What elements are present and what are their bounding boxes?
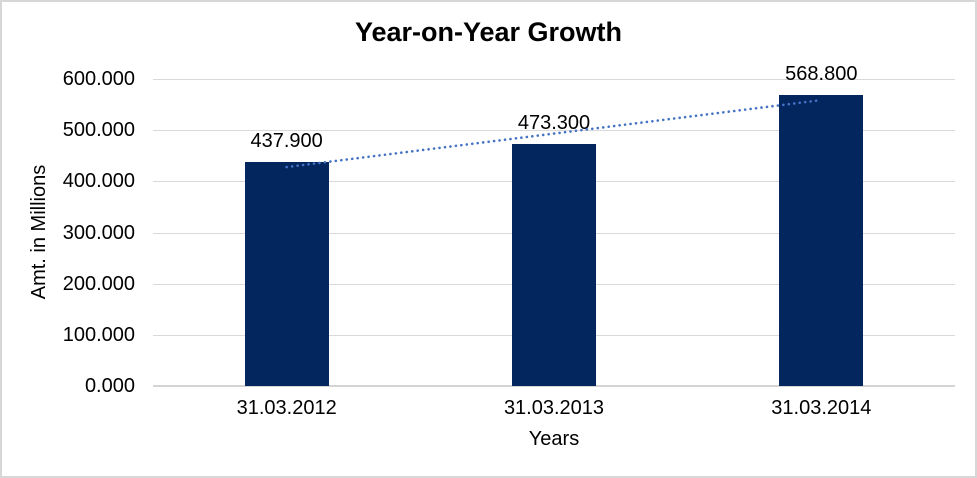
y-axis-tick-label: 600.000	[62, 68, 135, 90]
y-axis-tick-label: 300.000	[62, 221, 135, 244]
x-axis-category-label: 31.03.2012	[236, 397, 337, 419]
x-axis-title: Years	[528, 428, 580, 450]
chart-title: Year-on-Year Growth	[354, 17, 623, 47]
bar-31.03.2013	[512, 143, 596, 386]
bar-value-label: 437.900	[250, 129, 323, 152]
bar-31.03.2014	[779, 94, 864, 386]
x-axis-line	[153, 385, 955, 387]
y-axis-tick-label: 0.000	[84, 375, 135, 397]
x-axis-category-label: 31.03.2013	[503, 397, 605, 419]
y-axis-tick-label: 500.000	[62, 119, 135, 142]
trendline	[285, 98, 823, 169]
y-axis-tick-label: 200.000	[62, 272, 135, 295]
bar-value-label: 568.800	[785, 62, 858, 85]
bar-31.03.2012	[244, 161, 329, 386]
y-axis-tick-label: 400.000	[62, 170, 135, 193]
y-axis-tick-label: 100.000	[62, 323, 135, 346]
bar-value-label: 473.300	[517, 111, 591, 134]
plot-area: 437.900 473.300 568.800	[153, 63, 955, 387]
x-axis-category-label: 31.03.2014	[771, 397, 872, 419]
gridline	[153, 130, 955, 132]
gridline	[153, 79, 955, 80]
